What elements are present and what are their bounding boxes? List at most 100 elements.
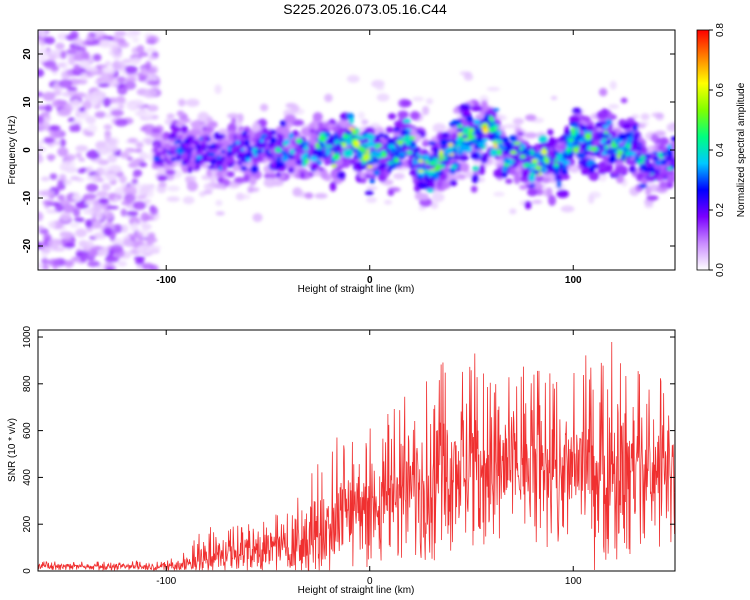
signal-cell [366, 165, 373, 169]
signal-cell [606, 148, 612, 152]
signal-cell [604, 134, 609, 139]
signal-cell [571, 107, 582, 114]
signal-cell [433, 172, 440, 181]
noise-cell [100, 39, 112, 49]
background-cell [383, 199, 393, 205]
noise-cell [82, 100, 93, 110]
snr-ytick-label: 400 [22, 469, 33, 486]
signal-cell [235, 140, 240, 146]
signal-cell [164, 131, 170, 137]
noise-cell [49, 128, 62, 139]
signal-cell [191, 120, 202, 130]
background-cell [259, 103, 269, 112]
noise-cell [55, 42, 65, 50]
noise-cell [85, 219, 93, 228]
signal-cell [387, 144, 396, 149]
noise-cell [38, 30, 47, 38]
signal-cell [604, 145, 610, 150]
signal-cell [513, 157, 521, 161]
signal-cell [387, 161, 394, 165]
signal-cell [196, 155, 202, 160]
background-cell [509, 208, 517, 215]
noise-cell [72, 123, 81, 133]
noise-cell [134, 148, 143, 153]
signal-cell [554, 144, 566, 150]
signal-cell [293, 153, 302, 161]
signal-cell [575, 127, 580, 134]
signal-cell [545, 157, 550, 165]
noise-cell [84, 209, 94, 215]
signal-cell [187, 147, 194, 151]
background-cell [185, 98, 200, 107]
snr-xtick-label: 100 [565, 576, 582, 587]
signal-cell [183, 142, 189, 149]
noise-cell [147, 232, 156, 240]
noise-cell [110, 244, 124, 253]
noise-cell [105, 266, 114, 270]
spectrogram-xlabel: Height of straight line (km) [298, 284, 415, 295]
signal-cell [199, 148, 204, 154]
noise-cell [47, 220, 56, 229]
noise-cell [131, 222, 139, 231]
noise-cell [42, 91, 56, 102]
signal-cell [344, 148, 353, 157]
noise-cell [75, 152, 82, 159]
noise-cell [114, 30, 127, 37]
signal-cell [409, 136, 416, 141]
signal-cell [566, 147, 572, 153]
signal-cell [266, 156, 274, 161]
noise-cell [47, 238, 61, 249]
noise-cell [111, 224, 124, 234]
signal-cell [434, 165, 441, 172]
signal-cell [263, 136, 269, 144]
figure-title: S225.2026.073.05.16.C44 [283, 1, 447, 17]
signal-cell [303, 145, 309, 151]
signal-cell [326, 149, 330, 156]
signal-cell [571, 122, 580, 128]
signal-cell [304, 157, 309, 165]
noise-cell [75, 145, 89, 152]
noise-cell [126, 210, 139, 217]
noise-cell [142, 137, 156, 144]
signal-cell [157, 174, 167, 182]
noise-cell [73, 53, 85, 62]
noise-cell [140, 112, 154, 119]
signal-cell [419, 197, 433, 207]
signal-cell [539, 141, 551, 150]
signal-cell [195, 148, 200, 154]
signal-cell [426, 188, 434, 193]
noise-cell [130, 57, 141, 65]
signal-cell [440, 164, 445, 169]
signal-cell [515, 147, 521, 153]
signal-cell [274, 147, 282, 153]
noise-cell [109, 111, 121, 116]
signal-cell [470, 105, 483, 112]
signal-cell [402, 118, 411, 124]
colorbar-gradient [696, 29, 710, 271]
noise-cell [118, 41, 130, 48]
signal-cell [641, 176, 648, 185]
signal-cell [364, 190, 374, 196]
snr-ylabel: SNR (10 * v/v) [7, 418, 18, 482]
signal-cell [552, 150, 558, 157]
signal-cell [289, 148, 295, 155]
signal-cell [556, 189, 569, 199]
signal-cell [271, 179, 284, 187]
background-cell [376, 93, 390, 102]
noise-cell [140, 185, 151, 193]
signal-cell [455, 138, 461, 144]
background-cell [412, 96, 425, 102]
snr-ytick-label: 0 [22, 568, 33, 574]
noise-cell [104, 173, 118, 182]
signal-cell [569, 115, 581, 124]
signal-cell [309, 128, 316, 134]
noise-cell [132, 36, 140, 44]
signal-cell [409, 111, 421, 121]
noise-cell [102, 97, 111, 108]
noise-cell [126, 32, 135, 39]
spectrogram-xtick-label: 0 [367, 275, 373, 286]
signal-cell [590, 146, 598, 152]
signal-cell [459, 162, 470, 173]
noise-cell [146, 104, 159, 112]
signal-cell [374, 143, 380, 150]
